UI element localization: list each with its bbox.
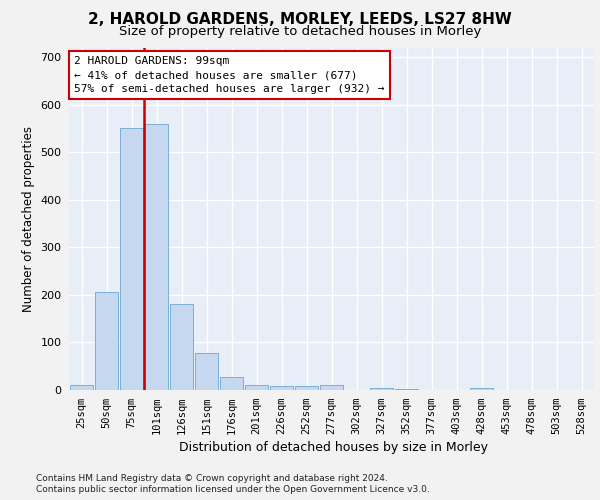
Bar bbox=[70, 385, 93, 390]
Bar bbox=[470, 388, 493, 390]
Y-axis label: Number of detached properties: Number of detached properties bbox=[22, 126, 35, 312]
Text: 2, HAROLD GARDENS, MORLEY, LEEDS, LS27 8HW: 2, HAROLD GARDENS, MORLEY, LEEDS, LS27 8… bbox=[88, 12, 512, 28]
Bar bbox=[395, 388, 418, 390]
Bar bbox=[95, 292, 118, 390]
Bar bbox=[320, 385, 343, 390]
Text: Distribution of detached houses by size in Morley: Distribution of detached houses by size … bbox=[179, 441, 488, 454]
Bar bbox=[170, 304, 193, 390]
Bar bbox=[295, 386, 318, 390]
Text: Contains HM Land Registry data © Crown copyright and database right 2024.
Contai: Contains HM Land Registry data © Crown c… bbox=[36, 474, 430, 494]
Bar bbox=[220, 376, 243, 390]
Bar bbox=[270, 386, 293, 390]
Text: 2 HAROLD GARDENS: 99sqm
← 41% of detached houses are smaller (677)
57% of semi-d: 2 HAROLD GARDENS: 99sqm ← 41% of detache… bbox=[74, 56, 385, 94]
Bar bbox=[370, 388, 393, 390]
Bar bbox=[120, 128, 143, 390]
Text: Size of property relative to detached houses in Morley: Size of property relative to detached ho… bbox=[119, 25, 481, 38]
Bar bbox=[195, 353, 218, 390]
Bar bbox=[145, 124, 168, 390]
Bar bbox=[245, 385, 268, 390]
